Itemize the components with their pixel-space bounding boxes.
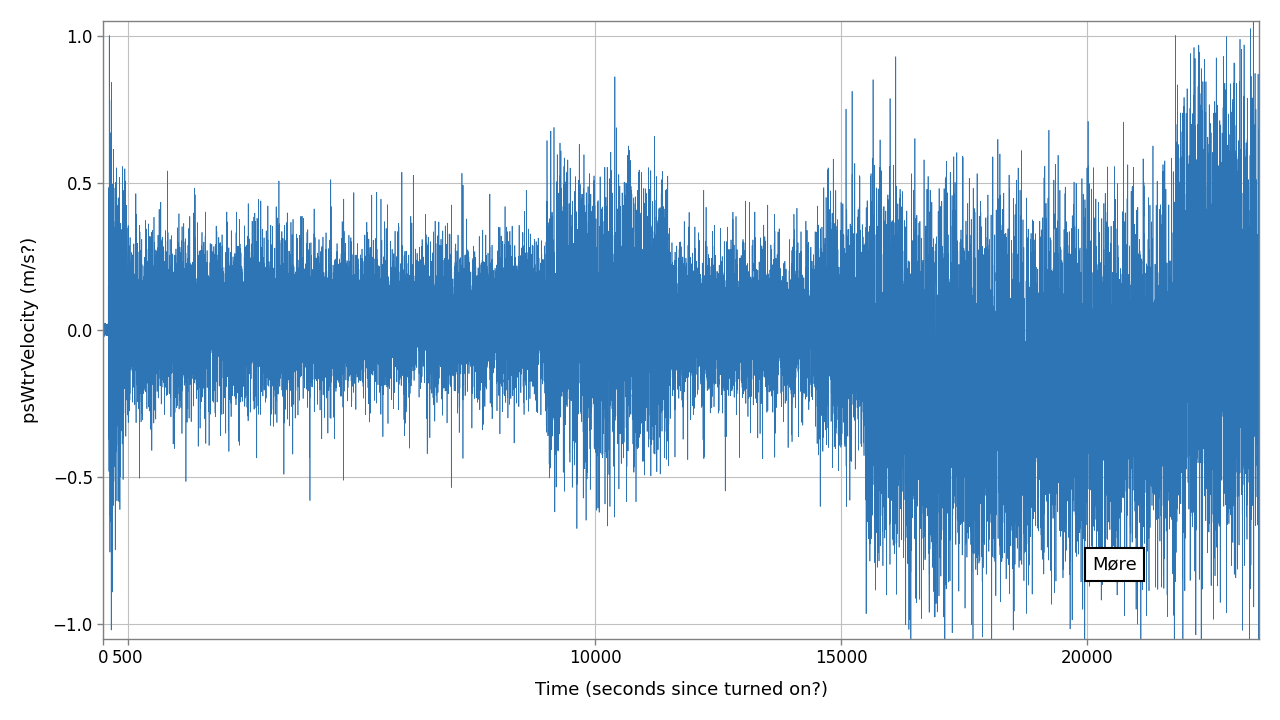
Y-axis label: psWtrVelocity (m/s?): psWtrVelocity (m/s?) (20, 237, 38, 423)
Text: Møre: Møre (1092, 556, 1137, 574)
X-axis label: Time (seconds since turned on?): Time (seconds since turned on?) (535, 681, 828, 699)
